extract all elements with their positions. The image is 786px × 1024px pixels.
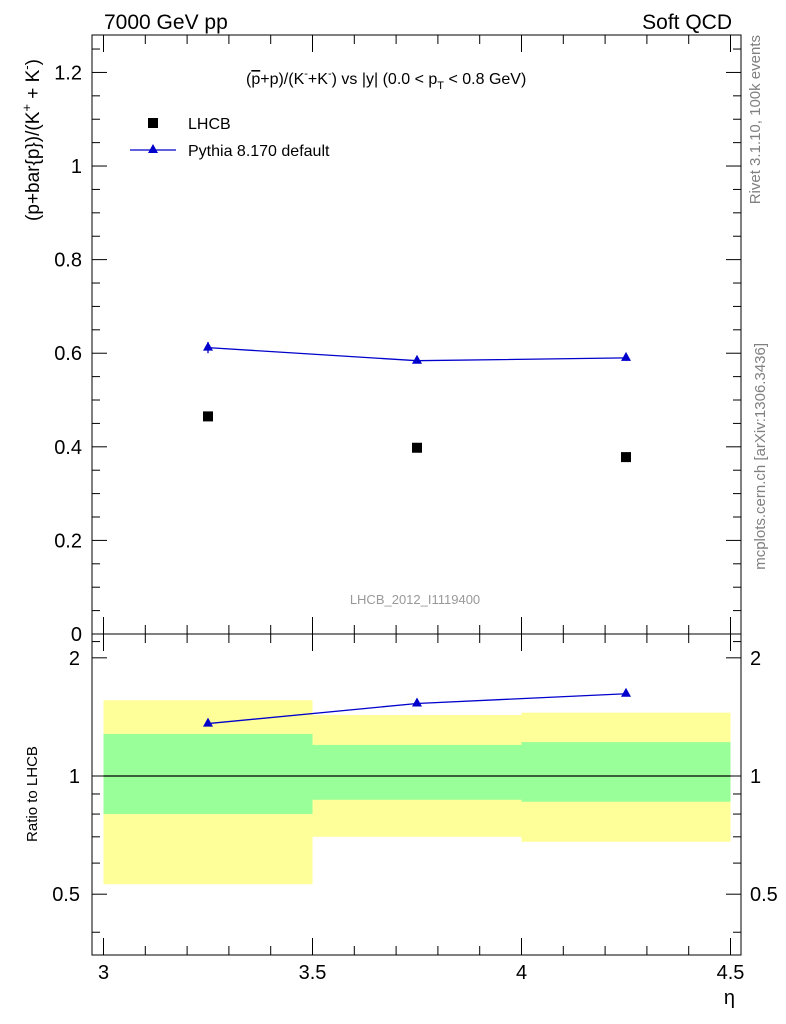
title-pt-sub: T: [437, 80, 444, 92]
ratio-y-ticks: 0.5 0.5 1 1 2 2: [52, 641, 778, 933]
ratio-bands: [103, 700, 731, 885]
ratio-ytick-label-right: 1: [750, 766, 761, 788]
main-x-ticks: [103, 35, 731, 634]
lhcb-data-point: [412, 442, 422, 453]
title-part-c: +K: [308, 71, 328, 88]
legend-lhcb-label: LHCB: [188, 116, 231, 133]
pythia-data-point: [203, 341, 213, 351]
header-right: Soft QCD: [642, 11, 732, 34]
main-ytick-label: 0: [71, 624, 82, 646]
main-ytick-label: 0.2: [54, 530, 82, 552]
main-y-ticks: 0 0.2 0.4 0.6 0.8 1 1.2: [54, 48, 741, 646]
ratio-plot-frame: [91, 633, 742, 956]
legend-lhcb-marker: [148, 118, 158, 128]
title-part-b: +p)/(K: [260, 71, 304, 88]
main-ytick-label: 0.6: [54, 343, 82, 365]
title-part-e: < 0.8 GeV): [444, 71, 526, 88]
ylabel-part-b: + K: [23, 69, 44, 104]
legend-pythia-label: Pythia 8.170 default: [188, 143, 330, 160]
ratio-panel: 0.5 0.5 1 1 2 2 3 3.5 4 4.5 Ratio to LHCB η: [24, 633, 778, 1009]
analysis-watermark: LHCB_2012_I1119400: [350, 592, 480, 607]
legend-pythia-marker: [148, 144, 158, 153]
ratio-band-green: [521, 742, 731, 802]
x-tick-label: 4.5: [717, 962, 745, 984]
ratio-ytick-label-right: 0.5: [750, 884, 778, 906]
ratio-band-green: [103, 733, 313, 815]
ratio-ytick-label-right: 2: [750, 648, 761, 670]
title-part-a: (: [246, 71, 252, 88]
title-part-d: ) vs |y| (0.0 < p: [332, 71, 438, 88]
title-k1-sup: -: [304, 68, 308, 80]
x-tick-label: 3.5: [299, 962, 327, 984]
rivet-label: Rivet 3.1.10, 100k events: [747, 35, 764, 204]
ratio-ytick-label-left: 0.5: [52, 884, 80, 906]
ratio-data-layer: [203, 687, 631, 727]
ratio-pythia-point: [412, 697, 422, 707]
main-data-layer: [203, 341, 631, 463]
main-ytick-label: 0.8: [54, 250, 82, 272]
pythia-data-point: [412, 354, 422, 364]
ratio-pythia-point: [621, 687, 631, 697]
header-left: 7000 GeV pp: [104, 11, 228, 34]
main-ytick-label: 0.4: [54, 437, 82, 459]
ylabel-part-c: ): [23, 59, 44, 65]
ratio-ytick-label-left: 1: [69, 766, 80, 788]
plot-title: (p+p)/(K-+K-) vs |y| (0.0 < pT < 0.8 GeV…: [246, 68, 526, 92]
lhcb-data-point: [621, 452, 631, 463]
main-ytick-label: 1.2: [54, 62, 82, 84]
main-panel: 00.20.40.60.811.2 (p+p)/(K-+K-) vs |y| (…: [19, 34, 742, 646]
ratio-ytick-label-left: 2: [69, 648, 80, 670]
pythia-data-point: [621, 351, 631, 361]
ratio-x-ticks: 3 3.5 4 4.5: [98, 634, 744, 984]
mcplots-label: mcplots.cern.ch [arXiv:1306.3436]: [752, 343, 769, 570]
ylabel-sup1: +: [19, 104, 34, 112]
ratio-y-axis-label: Ratio to LHCB: [24, 746, 41, 842]
main-ytick-label: 1: [71, 156, 82, 178]
ylabel-sup2: -: [19, 65, 34, 69]
title-k2-sup: -: [328, 68, 332, 80]
lhcb-data-point: [203, 411, 213, 422]
title-pbar: p: [251, 71, 260, 88]
legend: LHCB Pythia 8.170 default: [130, 116, 330, 160]
x-tick-label: 4: [516, 962, 527, 984]
ylabel-part-a: (p+bar{p})/(K: [23, 111, 44, 221]
ratio-band-green: [312, 744, 522, 800]
x-tick-label: 3: [98, 962, 109, 984]
main-y-axis-label: (p+bar{p})/(K+ + K-): [19, 59, 44, 221]
x-axis-label: η: [724, 987, 735, 1009]
ratio-pythia-point: [203, 717, 213, 727]
